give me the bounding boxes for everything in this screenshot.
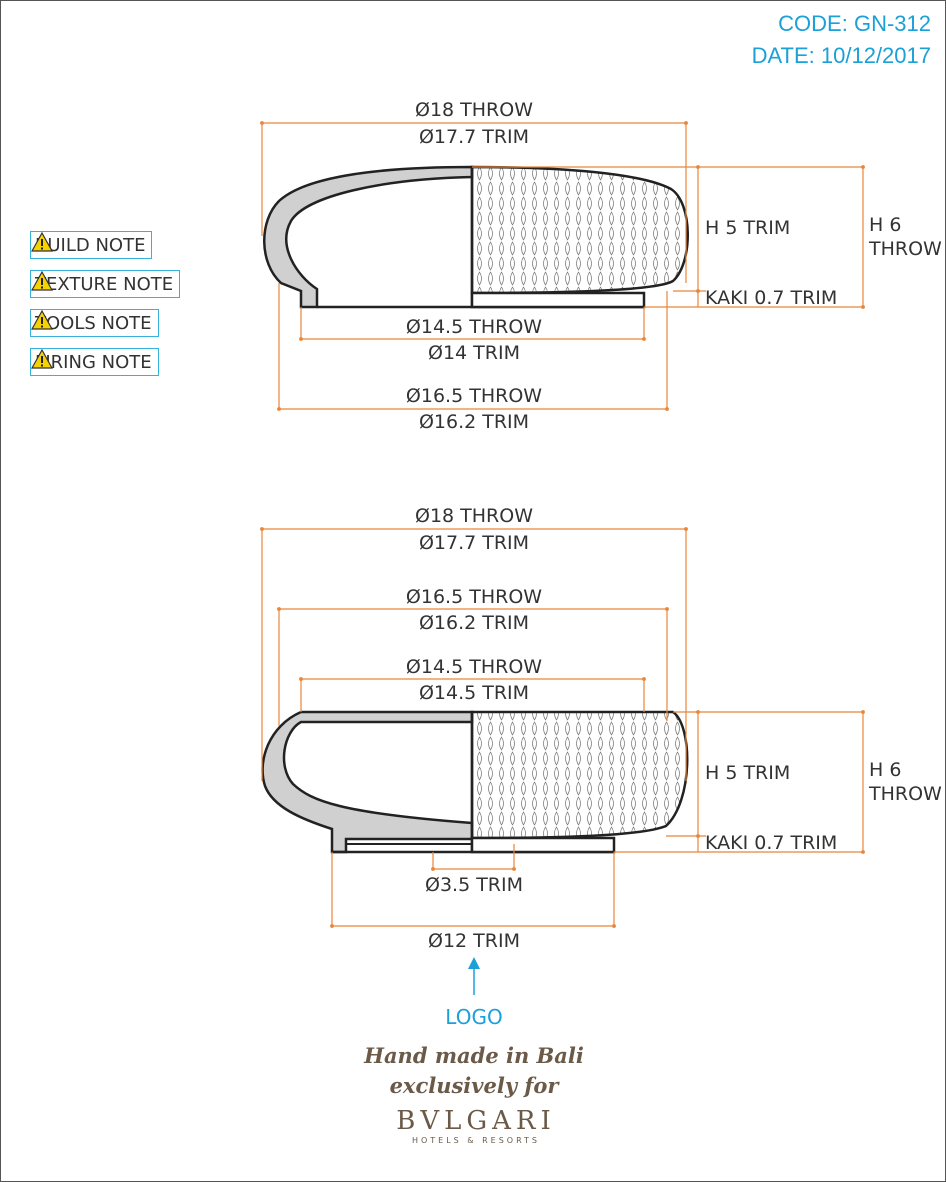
top-height-throw-line2: THROW bbox=[868, 238, 942, 260]
firing-note-button[interactable]: FIRING NOTE bbox=[30, 348, 159, 376]
logo-arrow-icon bbox=[468, 957, 480, 995]
warning-icon bbox=[31, 271, 53, 291]
bottom-bowl-section bbox=[261, 710, 689, 854]
bottom-height-throw-line2: THROW bbox=[868, 783, 942, 805]
warning-icon bbox=[31, 310, 53, 330]
tools-note-label: TOOLS NOTE bbox=[35, 312, 152, 334]
bottom-inner-throw: Ø14.5 THROW bbox=[406, 656, 542, 678]
bottom-kaki-trim: KAKI 0.7 TRIM bbox=[705, 832, 837, 854]
build-note-button[interactable]: BUILD NOTE bbox=[30, 231, 153, 259]
exclusive-line: exclusively for bbox=[390, 1073, 561, 1098]
bottom-mid-trim: Ø16.2 TRIM bbox=[419, 612, 529, 634]
top-dimensions bbox=[260, 121, 865, 411]
bottom-inner-trim: Ø14.5 TRIM bbox=[419, 682, 529, 704]
drawing-date: DATE: 10/12/2017 bbox=[751, 43, 931, 68]
bottom-foot-trim: Ø12 TRIM bbox=[428, 930, 520, 952]
top-base-throw: Ø16.5 THROW bbox=[406, 385, 542, 407]
top-base-trim: Ø16.2 TRIM bbox=[419, 411, 529, 433]
brand-stamp: Hand made in Bali exclusively for BVLGAR… bbox=[363, 1043, 584, 1145]
brand-name: BVLGARI bbox=[396, 1106, 556, 1136]
texture-note-button[interactable]: TEXTURE NOTE bbox=[30, 270, 181, 298]
brand-subtitle: HOTELS & RESORTS bbox=[412, 1136, 540, 1145]
handmade-line: Hand made in Bali bbox=[363, 1043, 584, 1068]
bottom-outer-trim: Ø17.7 TRIM bbox=[419, 532, 529, 554]
tools-note-button[interactable]: TOOLS NOTE bbox=[30, 309, 159, 337]
bottom-hole-trim: Ø3.5 TRIM bbox=[425, 874, 523, 896]
top-bowl-section bbox=[263, 165, 689, 309]
warning-icon bbox=[31, 232, 53, 252]
bottom-height-trim: H 5 TRIM bbox=[705, 762, 790, 784]
logo-label: LOGO bbox=[445, 1005, 502, 1029]
top-height-throw-line1: H 6 bbox=[869, 214, 901, 236]
texture-note-label: TEXTURE NOTE bbox=[35, 273, 174, 295]
product-code: CODE: GN-312 bbox=[778, 11, 931, 36]
top-foot-throw: Ø14.5 THROW bbox=[406, 316, 542, 338]
top-height-trim: H 5 TRIM bbox=[705, 217, 790, 239]
top-outer-throw: Ø18 THROW bbox=[415, 99, 533, 121]
bottom-outer-throw: Ø18 THROW bbox=[415, 505, 533, 527]
top-foot-trim: Ø14 TRIM bbox=[428, 342, 520, 364]
bottom-dimensions bbox=[260, 527, 865, 928]
warning-icon bbox=[31, 349, 53, 369]
bottom-height-throw-line1: H 6 bbox=[869, 759, 901, 781]
top-outer-trim: Ø17.7 TRIM bbox=[419, 126, 529, 148]
build-note-label: BUILD NOTE bbox=[35, 234, 146, 256]
firing-note-label: FIRING NOTE bbox=[35, 351, 152, 373]
top-kaki-trim: KAKI 0.7 TRIM bbox=[705, 287, 837, 309]
bottom-mid-throw: Ø16.5 THROW bbox=[406, 586, 542, 608]
